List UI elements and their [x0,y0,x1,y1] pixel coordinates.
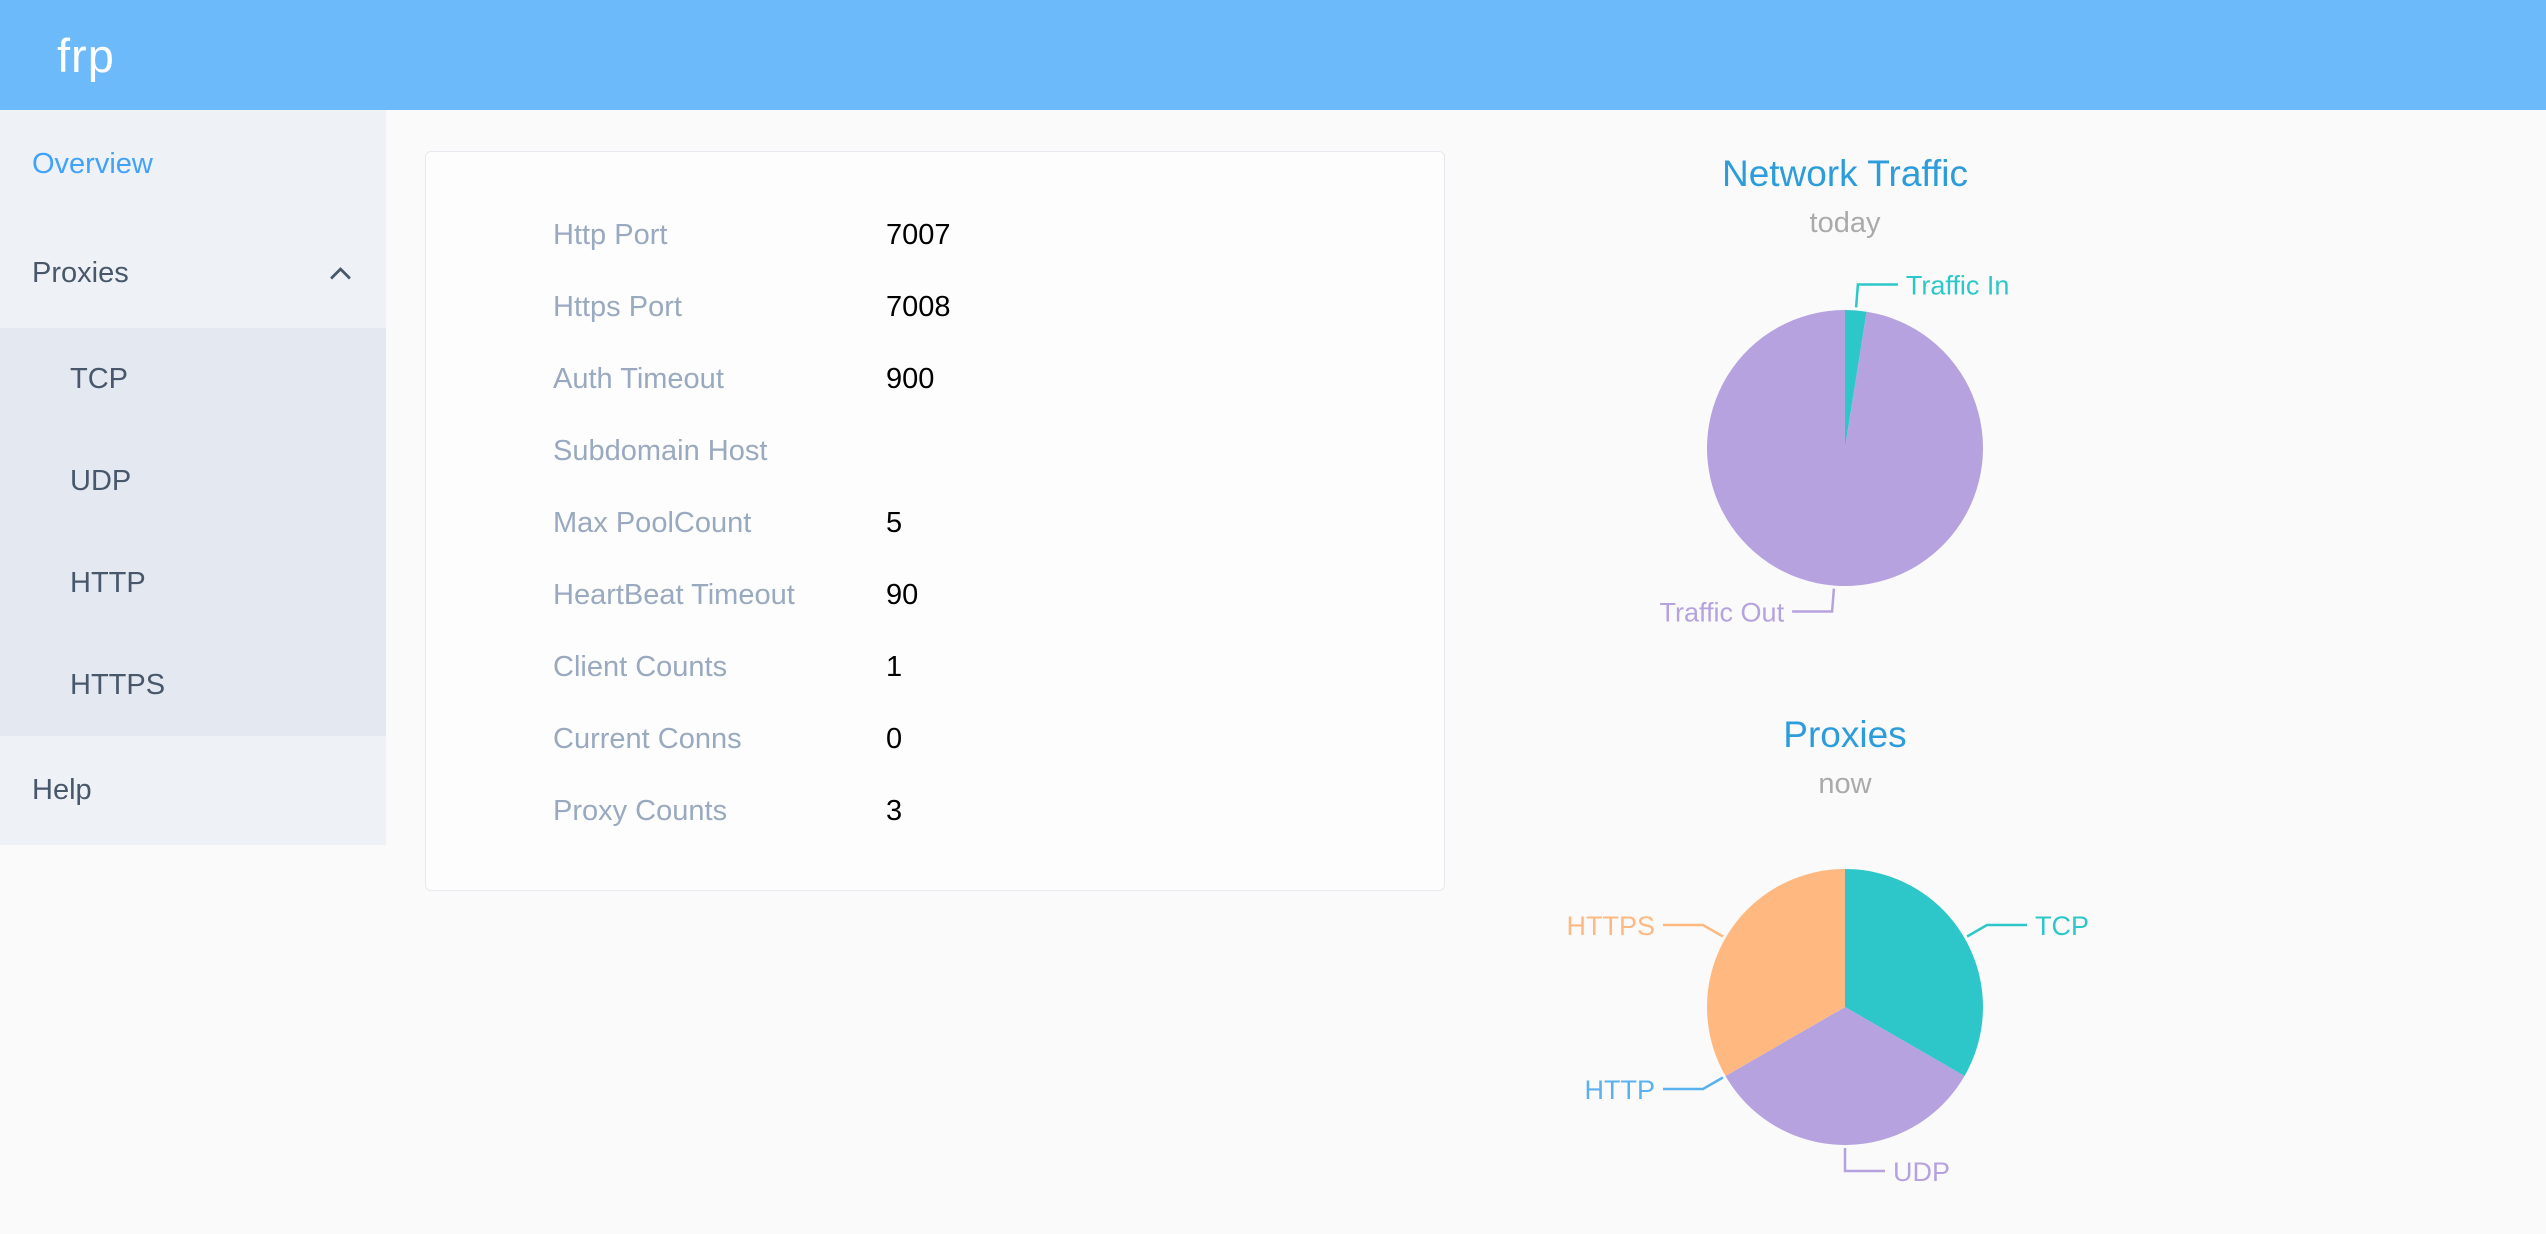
sidebar-item-label: UDP [70,464,132,497]
pie-slice-traffic-in[interactable] [1845,310,1867,448]
table-row: Proxy Counts 3 [553,775,1444,847]
row-label: HeartBeat Timeout [553,578,795,611]
sidebar-item-tcp[interactable]: TCP [0,328,386,430]
pie-label-line-traffic-in [1854,283,1898,308]
network-traffic-pie-chart[interactable]: Traffic In Traffic Out [1395,240,2295,680]
pie-label-line-https [1663,923,1724,938]
row-label: Http Port [553,218,668,251]
row-value: 1 [886,650,903,683]
pie-slice-tcp[interactable] [1845,869,1983,1076]
table-row: HeartBeat Timeout 90 [553,559,1444,631]
sidebar-item-label: HTTP [70,566,146,599]
pie-label-line-udp [1843,1148,1885,1173]
server-info-card: Http Port 7007 Https Port 7008 Auth Time… [425,151,1445,891]
chart-subtitle-now: now [1818,768,1872,800]
sidebar-item-proxies[interactable]: Proxies [0,219,386,328]
pie-label-http: HTTP [1585,1075,1656,1105]
row-value: 7008 [886,290,951,323]
sidebar-item-https[interactable]: HTTPS [0,634,386,736]
table-row: Http Port 7007 [553,199,1444,271]
pie-label-line-tcp [1966,923,2027,938]
pie-label-https: HTTPS [1566,911,1655,941]
row-label: Auth Timeout [553,362,724,395]
sidebar-menu: Overview Proxies TCP UDP HTTP [0,110,386,845]
table-row: Auth Timeout 900 [553,343,1444,415]
sidebar-item-label: Overview [32,148,153,180]
pie-slice-traffic-out[interactable] [1707,310,1984,586]
row-label: Client Counts [553,650,728,683]
chart-title-network-traffic: Network Traffic [1721,153,1969,194]
table-row: Https Port 7008 [553,271,1444,343]
pie-slice-udp[interactable] [1725,1007,1965,1145]
row-value: 7007 [886,218,951,251]
table-row: Max PoolCount 5 [553,487,1444,559]
row-label: Https Port [553,290,682,323]
pie-label-line-http [1663,1076,1724,1091]
sidebar-submenu-proxies: TCP UDP HTTP HTTPS [0,328,386,736]
sidebar-item-help[interactable]: Help [0,736,386,845]
charts-panel: Network Traffic today Traffic In Traffic … [1395,140,2295,1234]
chart-subtitle-today: today [1809,207,1881,239]
row-value: 90 [886,578,919,611]
pie-label-line-traffic-out [1792,588,1836,613]
app-logo: frp [57,28,115,82]
row-label: Proxy Counts [553,794,728,827]
table-row: Current Conns 0 [553,703,1444,775]
app-body: Overview Proxies TCP UDP HTTP [0,110,2546,1234]
app-header: frp [0,0,2546,110]
sidebar-item-label: HTTPS [70,668,166,701]
chart-title-proxies: Proxies [1783,714,1907,755]
pie-label-tcp: TCP [2035,911,2089,941]
sidebar-item-label: Help [32,774,92,806]
pie-slice-https[interactable] [1707,869,1845,1076]
pie-label-traffic-out: Traffic Out [1660,598,1785,628]
row-label: Max PoolCount [553,506,752,539]
row-label: Subdomain Host [553,434,768,467]
row-value: 0 [886,722,903,755]
row-label: Current Conns [553,722,742,755]
proxies-pie-chart[interactable]: TCP UDP HTTP HTTPS [1395,801,2295,1234]
sidebar-item-http[interactable]: HTTP [0,532,386,634]
row-value: 900 [886,362,935,395]
table-row: Client Counts 1 [553,631,1444,703]
sidebar-item-label: Proxies [32,257,129,289]
chevron-up-icon [329,266,352,289]
row-value: 5 [886,506,903,539]
pie-label-traffic-in: Traffic In [1906,271,2010,301]
server-info-table: Http Port 7007 Https Port 7008 Auth Time… [553,199,1444,847]
sidebar: Overview Proxies TCP UDP HTTP [0,110,386,845]
table-row: Subdomain Host [553,415,1444,487]
sidebar-item-label: TCP [70,362,128,395]
sidebar-item-overview[interactable]: Overview [0,110,386,219]
main-content: Http Port 7007 Https Port 7008 Auth Time… [386,110,2546,1234]
row-value: 3 [886,794,903,827]
sidebar-item-udp[interactable]: UDP [0,430,386,532]
pie-label-udp: UDP [1893,1157,1950,1187]
